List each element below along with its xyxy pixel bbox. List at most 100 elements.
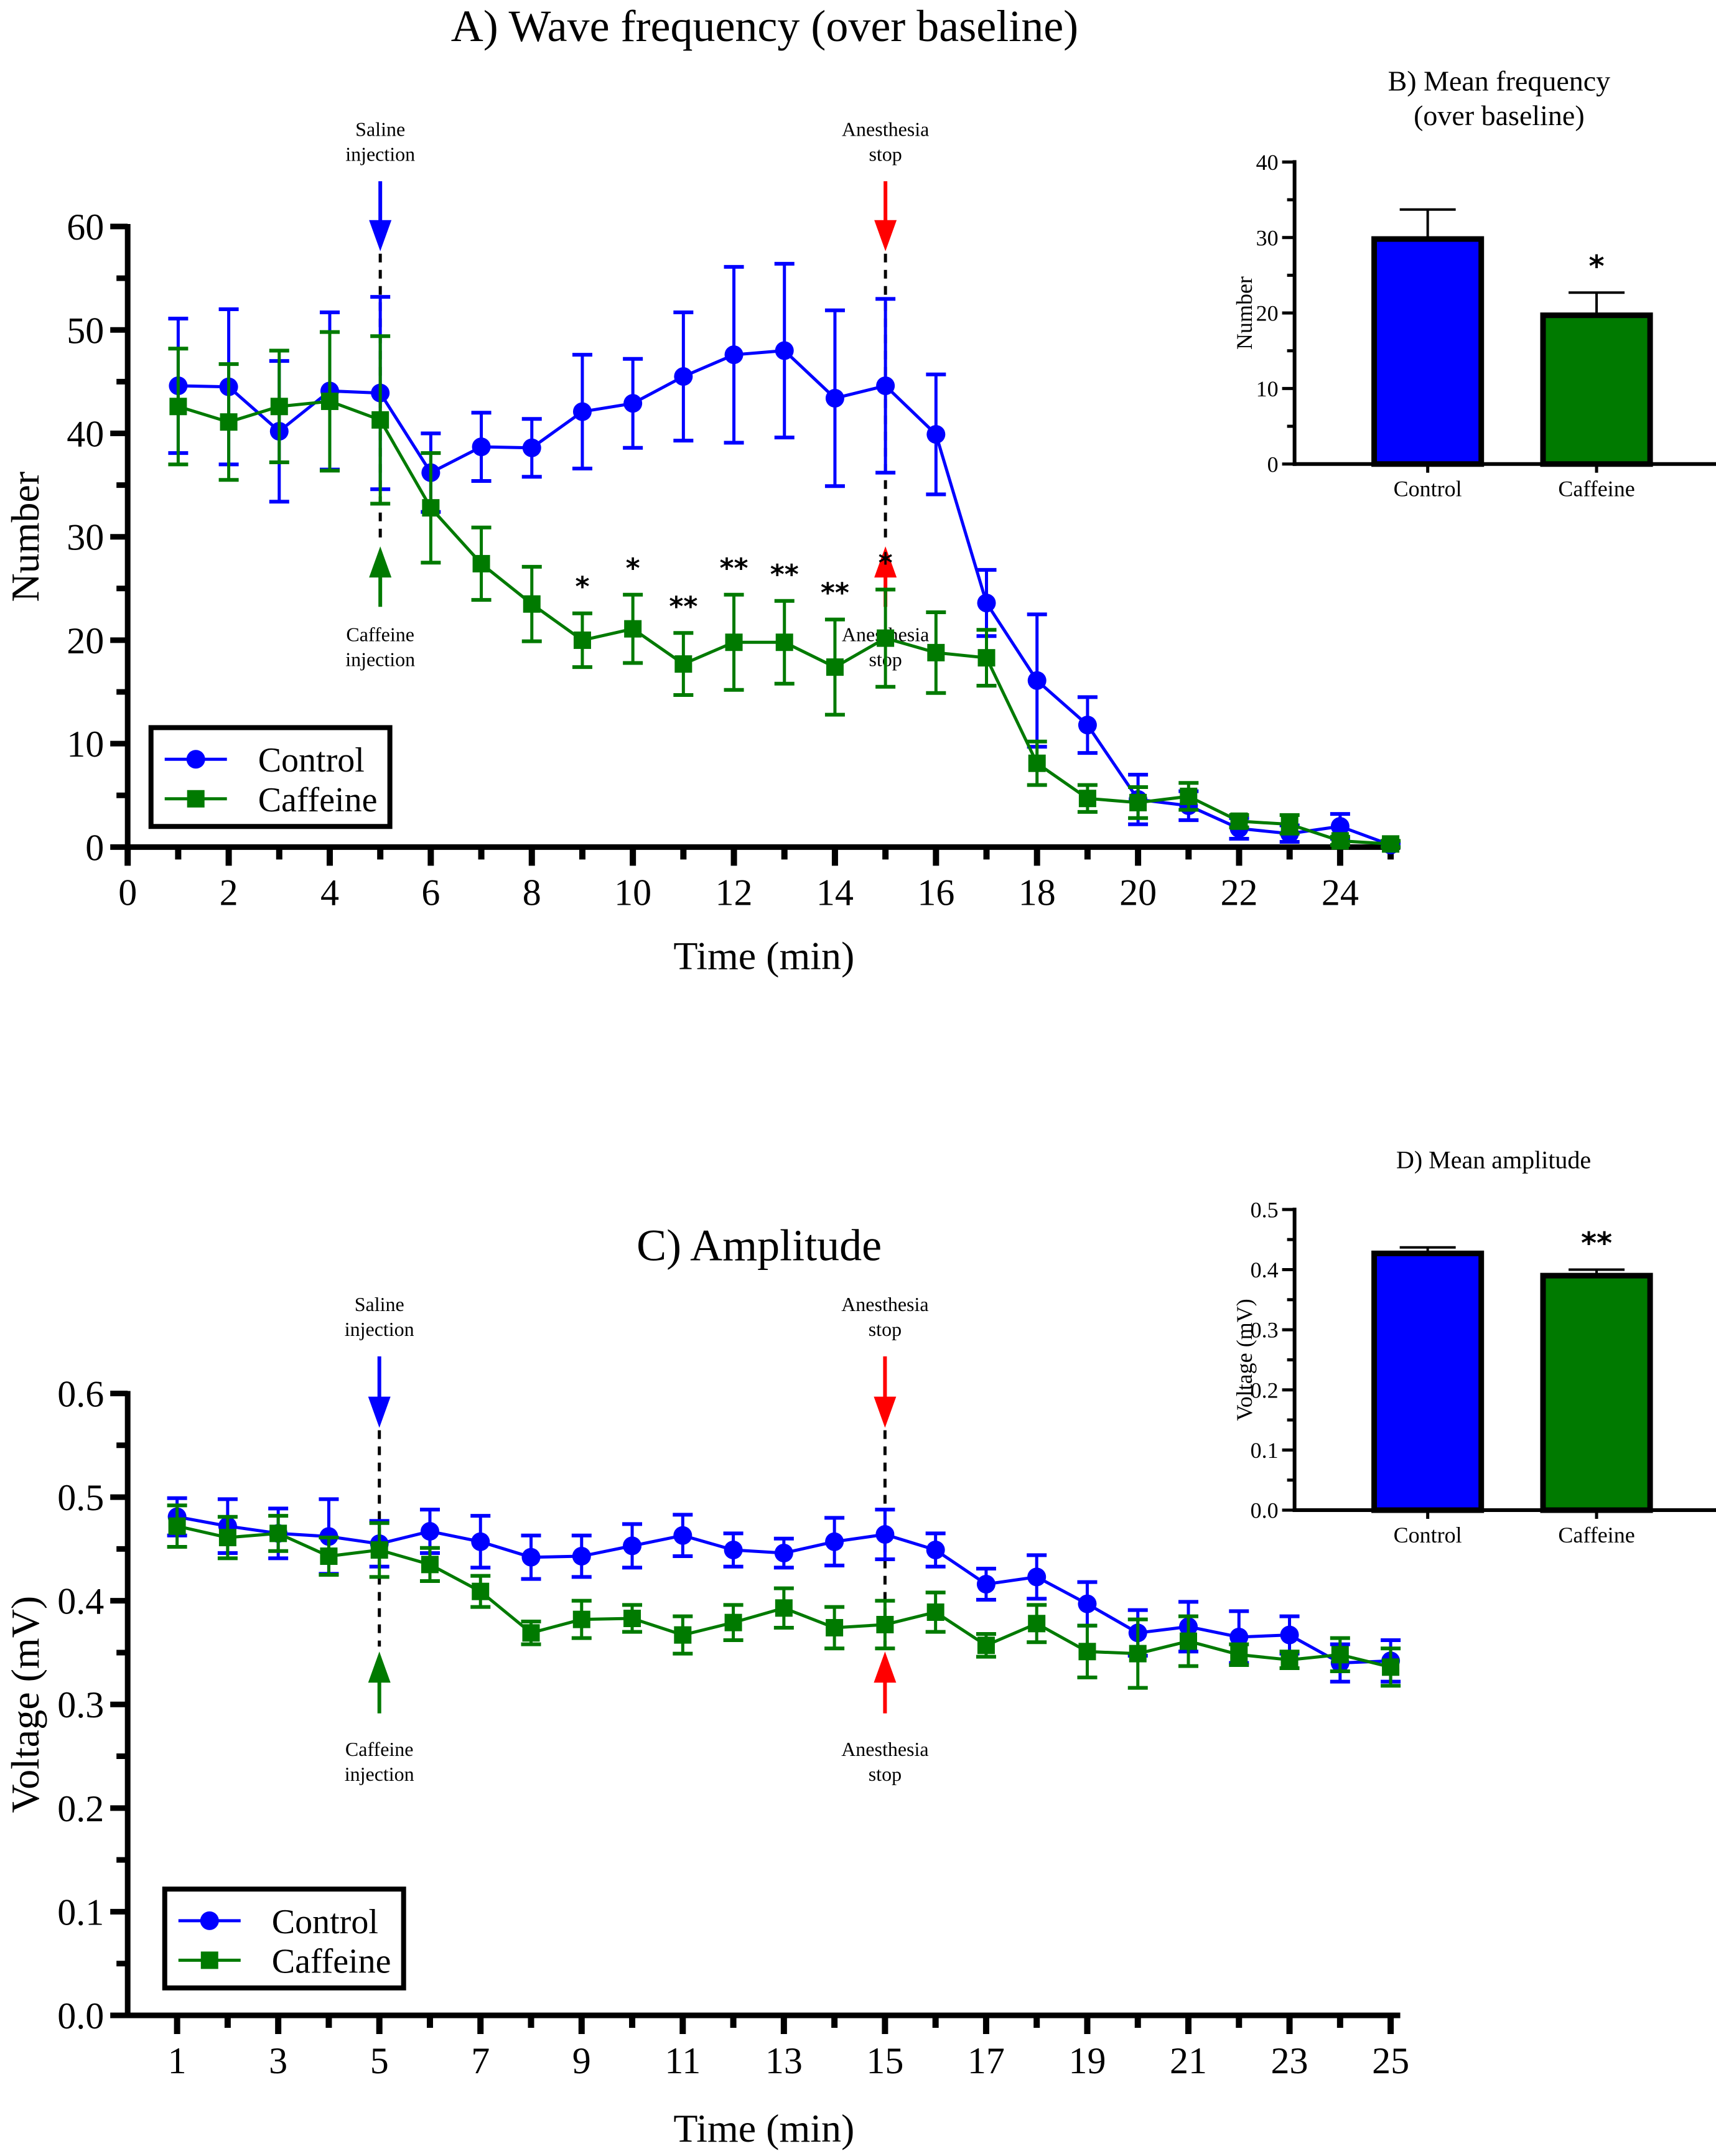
chart-title: (over baseline) xyxy=(1414,100,1585,131)
data-point-control xyxy=(926,425,946,444)
data-point-control xyxy=(1330,817,1350,836)
annotation-label: stop xyxy=(869,1763,902,1785)
y-tick-label: 0.0 xyxy=(1251,1498,1279,1523)
data-point-caffeine xyxy=(1382,835,1400,853)
x-tick-label: 7 xyxy=(471,2040,490,2081)
x-axis-label: Time (min) xyxy=(673,934,854,978)
data-point-caffeine xyxy=(523,595,541,613)
series-caffeine xyxy=(167,1503,1401,1690)
data-point-control xyxy=(1078,716,1097,735)
data-point-caffeine xyxy=(422,499,440,517)
x-tick-label: 23 xyxy=(1271,2040,1308,2081)
data-point-control xyxy=(674,367,693,386)
y-axis-label: Number xyxy=(3,472,47,602)
x-tick-label: 2 xyxy=(220,872,238,913)
y-tick-label: 40 xyxy=(67,413,104,454)
panel-b-mean-frequency: B) Mean frequency(over baseline) 0 10 20 30 4… xyxy=(1232,65,1716,502)
data-point-caffeine xyxy=(1180,787,1198,805)
data-point-control xyxy=(522,438,541,457)
data-point-caffeine xyxy=(218,1529,236,1547)
data-point-control xyxy=(1229,1627,1249,1646)
y-tick-label: 0.0 xyxy=(57,1995,104,2037)
y-tick-label: 0.3 xyxy=(1251,1318,1279,1343)
significance-marker: ** xyxy=(821,577,849,609)
x-tick-label: 13 xyxy=(765,2040,803,2081)
legend-circle-marker-icon xyxy=(200,1911,219,1930)
x-tick-label: 16 xyxy=(917,872,954,913)
data-point-caffeine xyxy=(1331,1646,1349,1664)
data-point-control xyxy=(572,1547,591,1566)
data-point-caffeine xyxy=(724,1613,742,1631)
x-tick-label: Caffeine xyxy=(1558,477,1634,502)
data-point-control xyxy=(825,1532,844,1551)
data-point-control xyxy=(623,394,643,413)
data-point-caffeine xyxy=(775,1599,793,1617)
x-tick-label: 8 xyxy=(523,872,541,913)
data-point-caffeine xyxy=(522,1624,540,1642)
x-tick-label: 0 xyxy=(118,872,137,913)
x-tick-label: Caffeine xyxy=(1558,1523,1634,1547)
annotation-label: Caffeine xyxy=(345,1738,414,1760)
x-tick-label: 24 xyxy=(1322,872,1359,913)
legend-label: Caffeine xyxy=(272,1942,391,1981)
red-up-arrow-icon xyxy=(874,1651,897,1683)
data-point-caffeine xyxy=(370,1541,388,1559)
data-point-caffeine xyxy=(320,1547,338,1566)
blue-down-arrow-icon xyxy=(368,1396,391,1428)
panel-a-wave-frequency: A) Wave frequency (over baseline)0102030… xyxy=(3,1,1401,978)
chart-title: B) Mean frequency xyxy=(1388,65,1611,97)
data-point-caffeine xyxy=(1382,1658,1400,1676)
legend-box xyxy=(162,1887,406,1990)
y-tick-label: 60 xyxy=(67,207,104,248)
data-point-caffeine xyxy=(674,1626,692,1644)
data-point-control xyxy=(521,1547,541,1567)
y-tick-label: 0.5 xyxy=(1251,1197,1279,1222)
chart-title: A) Wave frequency (over baseline) xyxy=(451,1,1078,51)
y-tick-label: 50 xyxy=(67,310,104,351)
data-point-control xyxy=(420,1522,439,1541)
bar-caffeine xyxy=(1540,1272,1653,1513)
x-tick-label: Control xyxy=(1394,1523,1462,1547)
y-tick-label: 0.3 xyxy=(57,1684,104,1725)
y-tick-label: 0.2 xyxy=(57,1788,104,1829)
y-tick-label: 0.5 xyxy=(57,1477,104,1518)
data-point-control xyxy=(471,1532,490,1551)
significance-marker: ** xyxy=(720,553,748,584)
data-point-caffeine xyxy=(320,392,338,410)
data-point-control xyxy=(774,1544,793,1563)
data-point-caffeine xyxy=(220,413,238,431)
y-tick-label: 20 xyxy=(67,620,104,661)
data-point-caffeine xyxy=(1129,1645,1147,1663)
x-tick-label: Control xyxy=(1394,477,1462,502)
legend-box xyxy=(148,725,393,829)
annotation-label: injection xyxy=(345,142,415,165)
red-down-arrow-icon xyxy=(874,1396,897,1428)
blue-down-arrow-icon xyxy=(369,220,392,251)
data-point-caffeine xyxy=(826,658,844,676)
bar-caffeine xyxy=(1540,312,1653,467)
data-point-control xyxy=(1027,671,1047,690)
x-tick-label: 22 xyxy=(1220,872,1257,913)
data-point-caffeine xyxy=(270,398,288,416)
significance-marker: ** xyxy=(770,559,799,590)
bar-control xyxy=(1371,236,1485,467)
y-tick-label: 10 xyxy=(67,724,104,765)
data-point-caffeine xyxy=(1230,812,1248,830)
legend-label: Control xyxy=(272,1903,378,1941)
data-point-control xyxy=(724,1541,743,1560)
y-tick-label: 40 xyxy=(1256,150,1279,175)
x-tick-label: 6 xyxy=(421,872,440,913)
y-tick-label: 0.6 xyxy=(57,1373,104,1414)
annotation-label: Anesthesia xyxy=(841,1738,928,1760)
green-up-arrow-icon xyxy=(369,546,392,578)
data-point-caffeine xyxy=(1028,1615,1046,1633)
legend-square-marker-icon xyxy=(200,1951,218,1969)
data-point-caffeine xyxy=(1078,1643,1096,1661)
x-tick-label: 9 xyxy=(572,2040,591,2081)
x-tick-label: 17 xyxy=(968,2040,1005,2081)
x-axis-label: Time (min) xyxy=(673,2106,854,2150)
panel-d-mean-amplitude: D) Mean amplitude 0.0 0.1 0.2 0.3 0.4 0.5 Volta… xyxy=(1232,1146,1716,1547)
y-axis-label: Voltage (mV) xyxy=(3,1596,47,1813)
